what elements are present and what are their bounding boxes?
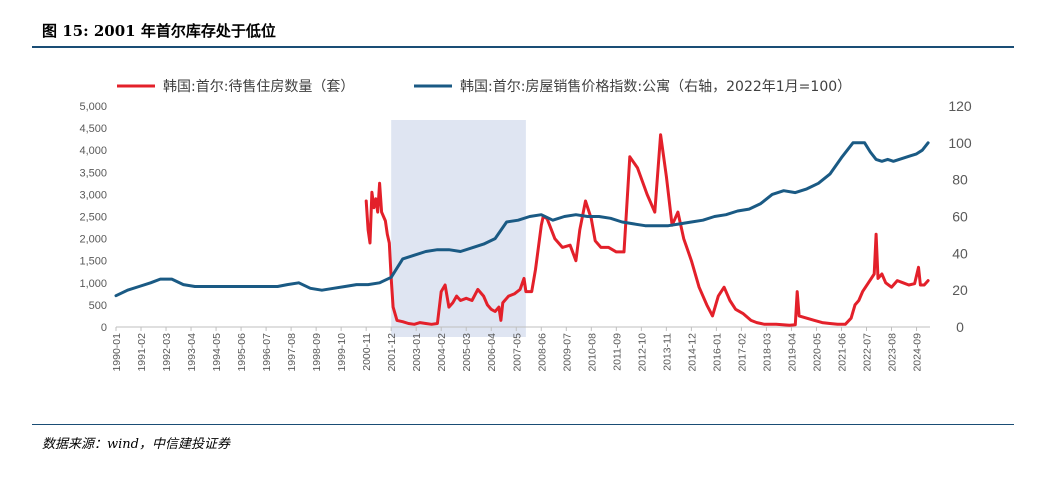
x-tick-label: 2021-06 xyxy=(836,333,848,372)
x-tick-label: 2022-07 xyxy=(861,333,873,372)
figure-title: 图 15: 2001 年首尔库存处于低位 xyxy=(42,22,276,40)
source-note: 数据来源：wind，中信建投证券 xyxy=(42,437,230,452)
x-tick-label: 2019-04 xyxy=(786,333,798,372)
title-rule xyxy=(32,46,1014,48)
x-tick-label: 2014-12 xyxy=(686,333,698,372)
y-left-tick-label: 5,000 xyxy=(79,101,107,113)
x-tick-label: 2012-10 xyxy=(636,333,648,372)
legend: 韩国:首尔:待售住房数量（套） 韩国:首尔:房屋销售价格指数:公寓（右轴，2022… xyxy=(117,78,851,95)
legend-label: 韩国:首尔:房屋销售价格指数:公寓（右轴，2022年1月=100） xyxy=(460,78,851,95)
x-tick-label: 2008-06 xyxy=(536,333,548,372)
x-tick-label: 2011-09 xyxy=(611,333,623,371)
x-tick-label: 1999-10 xyxy=(336,333,348,372)
axes-group: 0 500 1,000 1,500 2,000 2,500 3,000 3,500 4,000 4… xyxy=(79,98,971,372)
x-tick-label: 2003-01 xyxy=(411,333,423,372)
y-right-tick-label: 20 xyxy=(952,282,968,298)
highlight-band xyxy=(391,120,526,337)
series-line-inventory xyxy=(364,133,930,327)
x-tick-label: 2013-11 xyxy=(661,333,673,371)
x-tick-label: 2018-03 xyxy=(761,333,773,372)
x-tick-label: 1991-02 xyxy=(136,333,148,372)
x-tick-label: 2004-02 xyxy=(436,333,448,372)
y-left-tick-label: 4,500 xyxy=(79,123,107,135)
y-right-tick-label: 60 xyxy=(952,209,968,225)
x-tick-label: 1998-09 xyxy=(311,333,323,372)
y-right-tick-label: 100 xyxy=(948,135,972,151)
series-line-price-index xyxy=(114,141,930,298)
x-tick-label: 1993-04 xyxy=(186,333,198,372)
x-tick-label: 1990-01 xyxy=(111,333,123,372)
x-tick-label: 2007-05 xyxy=(511,333,523,372)
y-right-tick-label: 120 xyxy=(948,98,972,114)
y-left-tick-label: 3,500 xyxy=(79,167,107,179)
x-tick-label: 2009-07 xyxy=(561,333,573,372)
y-left-tick-label: 1,000 xyxy=(79,278,107,290)
x-tick-label: 2005-03 xyxy=(461,333,473,372)
legend-label: 韩国:首尔:待售住房数量（套） xyxy=(163,79,354,95)
highlight-band-group xyxy=(391,120,526,337)
y-right-tick-label: 0 xyxy=(956,319,964,335)
y-left-tick-label: 2,500 xyxy=(79,212,107,224)
x-tick-label: 1995-06 xyxy=(236,333,248,372)
x-tick-label: 2006-04 xyxy=(486,333,498,372)
x-tick-label: 2020-05 xyxy=(811,333,823,372)
x-tick-label: 2000-11 xyxy=(361,333,373,371)
y-right-tick-label: 80 xyxy=(952,172,968,188)
x-tick-label: 2024-09 xyxy=(912,333,924,372)
x-tick-label: 1992-03 xyxy=(161,333,173,372)
x-tick-label: 1997-08 xyxy=(286,333,298,372)
footer-rule xyxy=(32,424,1014,425)
y-left-tick-label: 3,000 xyxy=(79,189,107,201)
y-left-tick-label: 1,500 xyxy=(79,256,107,268)
y-left-tick-label: 500 xyxy=(89,300,107,312)
y-right-tick-label: 40 xyxy=(952,245,968,261)
x-tick-label: 1996-07 xyxy=(261,333,273,372)
x-tick-label: 2017-02 xyxy=(736,333,748,372)
x-tick-label: 2016-01 xyxy=(711,333,723,372)
y-left-tick-label: 0 xyxy=(101,322,107,334)
y-left-tick-label: 4,000 xyxy=(79,145,107,157)
y-left-tick-label: 2,000 xyxy=(79,234,107,246)
x-tick-label: 1994-05 xyxy=(211,333,223,372)
x-tick-label: 2023-08 xyxy=(887,333,899,372)
series-group xyxy=(114,133,930,327)
x-tick-label: 2001-12 xyxy=(386,333,398,372)
x-tick-label: 2010-08 xyxy=(586,333,598,372)
